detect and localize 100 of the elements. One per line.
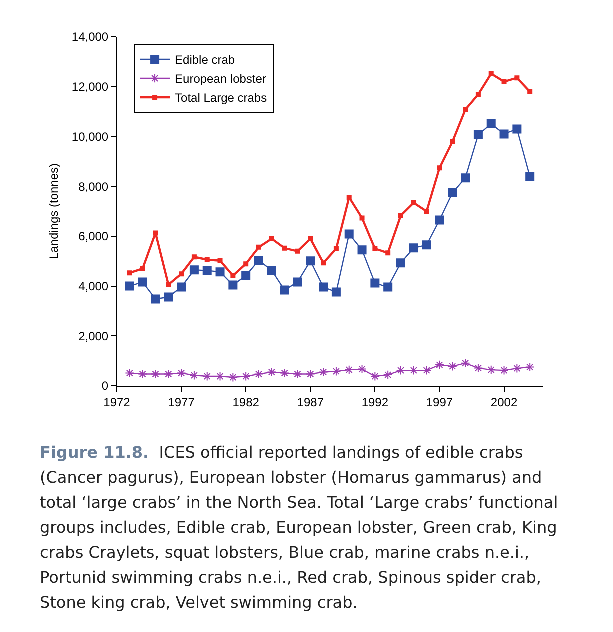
point [293,370,302,379]
point [306,256,316,266]
point [346,195,352,200]
point [176,368,186,378]
point [463,107,468,112]
point [321,260,326,266]
point [190,266,199,275]
point [372,246,378,252]
point [190,370,200,380]
point [216,268,225,277]
y-tick-label: 2,000 [78,329,109,344]
legend-label: Total Large crabs [175,91,268,106]
point [474,364,484,373]
y-tick-label: 8,000 [78,180,109,194]
point [396,366,406,376]
point [228,280,238,290]
y-tick-label: 0 [102,379,109,394]
point [332,288,341,297]
point [267,368,277,377]
point [318,368,328,377]
point [334,246,339,252]
point [332,366,342,376]
point [306,370,316,379]
point [448,362,458,372]
point [218,258,223,264]
point [308,236,314,242]
point [528,89,533,94]
point [486,120,496,128]
point [422,366,432,376]
point [269,236,274,242]
point [254,370,264,379]
point [435,216,444,225]
point [358,246,367,255]
point [474,130,483,140]
point [424,209,430,214]
point [486,365,496,375]
point [500,130,509,139]
point [514,76,520,81]
point [344,365,354,375]
point [192,254,197,260]
point [216,372,225,382]
point [164,370,174,379]
point [164,292,174,302]
point [460,358,470,368]
point [125,368,135,378]
point [526,172,535,182]
point [280,286,290,295]
point [409,244,418,253]
point [525,362,535,372]
point [295,248,300,254]
point [166,282,172,288]
legend-label: Edible crab [175,53,236,68]
x-tick-label: 1987 [297,395,324,410]
y-tick-label: 10,000 [72,130,109,144]
caption: Figure 11.8. [40,443,150,462]
point [461,174,470,183]
point [151,370,160,379]
point [204,257,210,262]
point [437,166,442,171]
x-tick-label: 1972 [104,395,131,410]
point [476,92,481,98]
point [254,256,264,266]
point [396,258,406,268]
point [488,71,494,76]
point [282,246,288,251]
point [370,372,380,382]
point [241,372,251,382]
y-tick-label: 14,000 [72,30,109,44]
y-axis-title: Landings (tonnes) [47,163,62,260]
point [500,366,509,376]
point [179,272,184,277]
point [358,364,367,374]
point [151,294,160,304]
point [293,278,302,287]
point [140,266,146,272]
point [127,270,132,276]
y-tick-label: 12,000 [72,80,109,94]
point [280,368,290,378]
point [435,360,444,370]
point [256,244,262,250]
x-tick-label: 1977 [168,395,196,410]
point [344,230,354,239]
point [422,240,432,250]
point [138,370,148,379]
point [202,372,212,382]
point [409,366,419,376]
point [267,266,276,276]
y-tick-label: 6,000 [78,230,109,244]
x-tick-label: 1997 [426,395,454,410]
point [398,213,404,218]
point [230,273,236,278]
point [319,282,328,292]
point [502,79,507,84]
point [448,188,458,198]
x-tick-label: 2002 [490,395,518,410]
point [370,278,380,288]
point [450,139,456,144]
point [512,364,522,374]
point [153,230,158,236]
point [125,282,134,291]
